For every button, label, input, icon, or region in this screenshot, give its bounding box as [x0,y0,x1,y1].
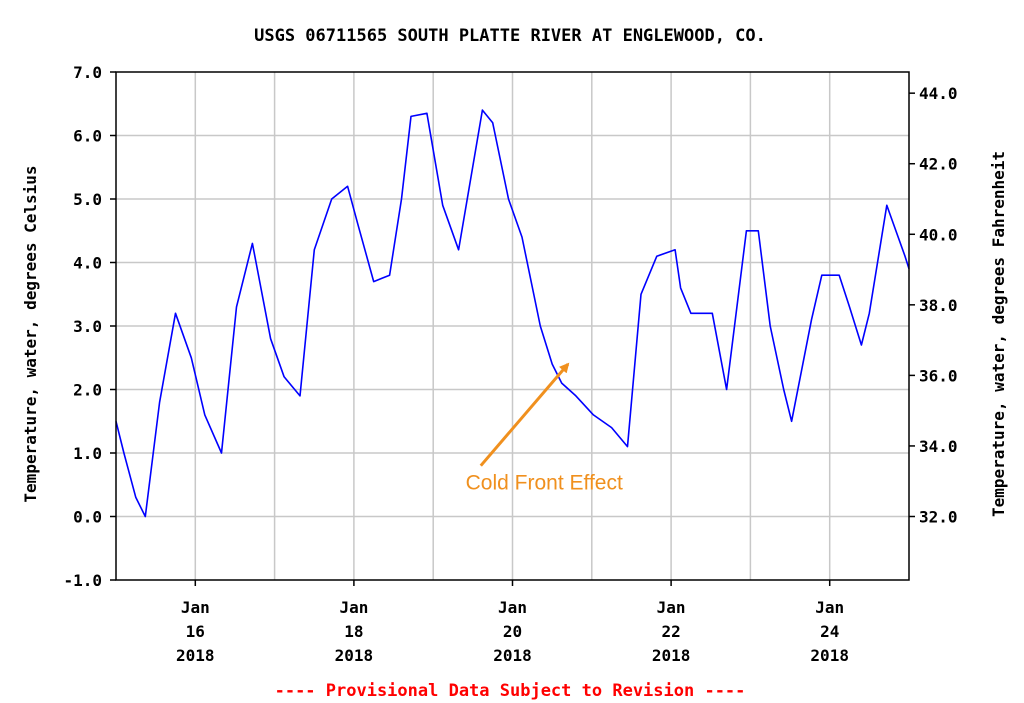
y-left-tick-label: 1.0 [73,444,102,463]
y-left-tick-label: 4.0 [73,254,102,273]
y-left-tick-label: 0.0 [73,508,102,527]
y-right-tick-label: 42.0 [919,155,958,174]
provisional-data-note: ---- Provisional Data Subject to Revisio… [275,681,746,701]
y-right-tick-label: 32.0 [919,508,958,527]
x-axis: Jan 16 2018 Jan 18 2018 Jan 20 2018 Jan 22 2018 Jan 2… [176,580,849,665]
y-axis-right: 44.0 42.0 40.0 38.0 36.0 34.0 32.0 [909,84,958,527]
x-tick-label: Jan 24 2018 [810,598,849,665]
y-left-tick-label: -1.0 [63,571,102,590]
y-right-tick-label: 44.0 [919,84,958,103]
y-axis-left-title: Temperature, water, degrees Celsius [21,165,40,502]
chart-title: USGS 06711565 SOUTH PLATTE RIVER AT ENGL… [254,26,766,46]
y-right-tick-label: 38.0 [919,296,958,315]
y-left-tick-label: 5.0 [73,190,102,209]
annotation-arrow [479,362,570,467]
x-tick-label: Jan 20 2018 [493,598,532,665]
y-left-tick-label: 6.0 [73,127,102,146]
y-axis-right-title: Temperature, water, degrees Fahrenheit [989,151,1008,517]
y-axis-left: 7.0 6.0 5.0 4.0 3.0 2.0 1.0 0.0 -1.0 [63,63,116,590]
y-right-tick-label: 40.0 [919,225,958,244]
y-right-tick-label: 36.0 [919,366,958,385]
annotation-layer: Cold Front Effect [466,362,623,494]
series-layer [115,109,910,518]
x-tick-label: Jan 22 2018 [652,598,691,665]
y-left-tick-label: 2.0 [73,381,102,400]
temperature-series-line [115,109,910,518]
y-right-tick-label: 34.0 [919,437,958,456]
x-tick-label: Jan 16 2018 [176,598,215,665]
x-tick-label: Jan 18 2018 [335,598,374,665]
y-left-tick-label: 3.0 [73,317,102,336]
y-left-tick-label: 7.0 [73,63,102,82]
annotation-label: Cold Front Effect [466,471,623,494]
